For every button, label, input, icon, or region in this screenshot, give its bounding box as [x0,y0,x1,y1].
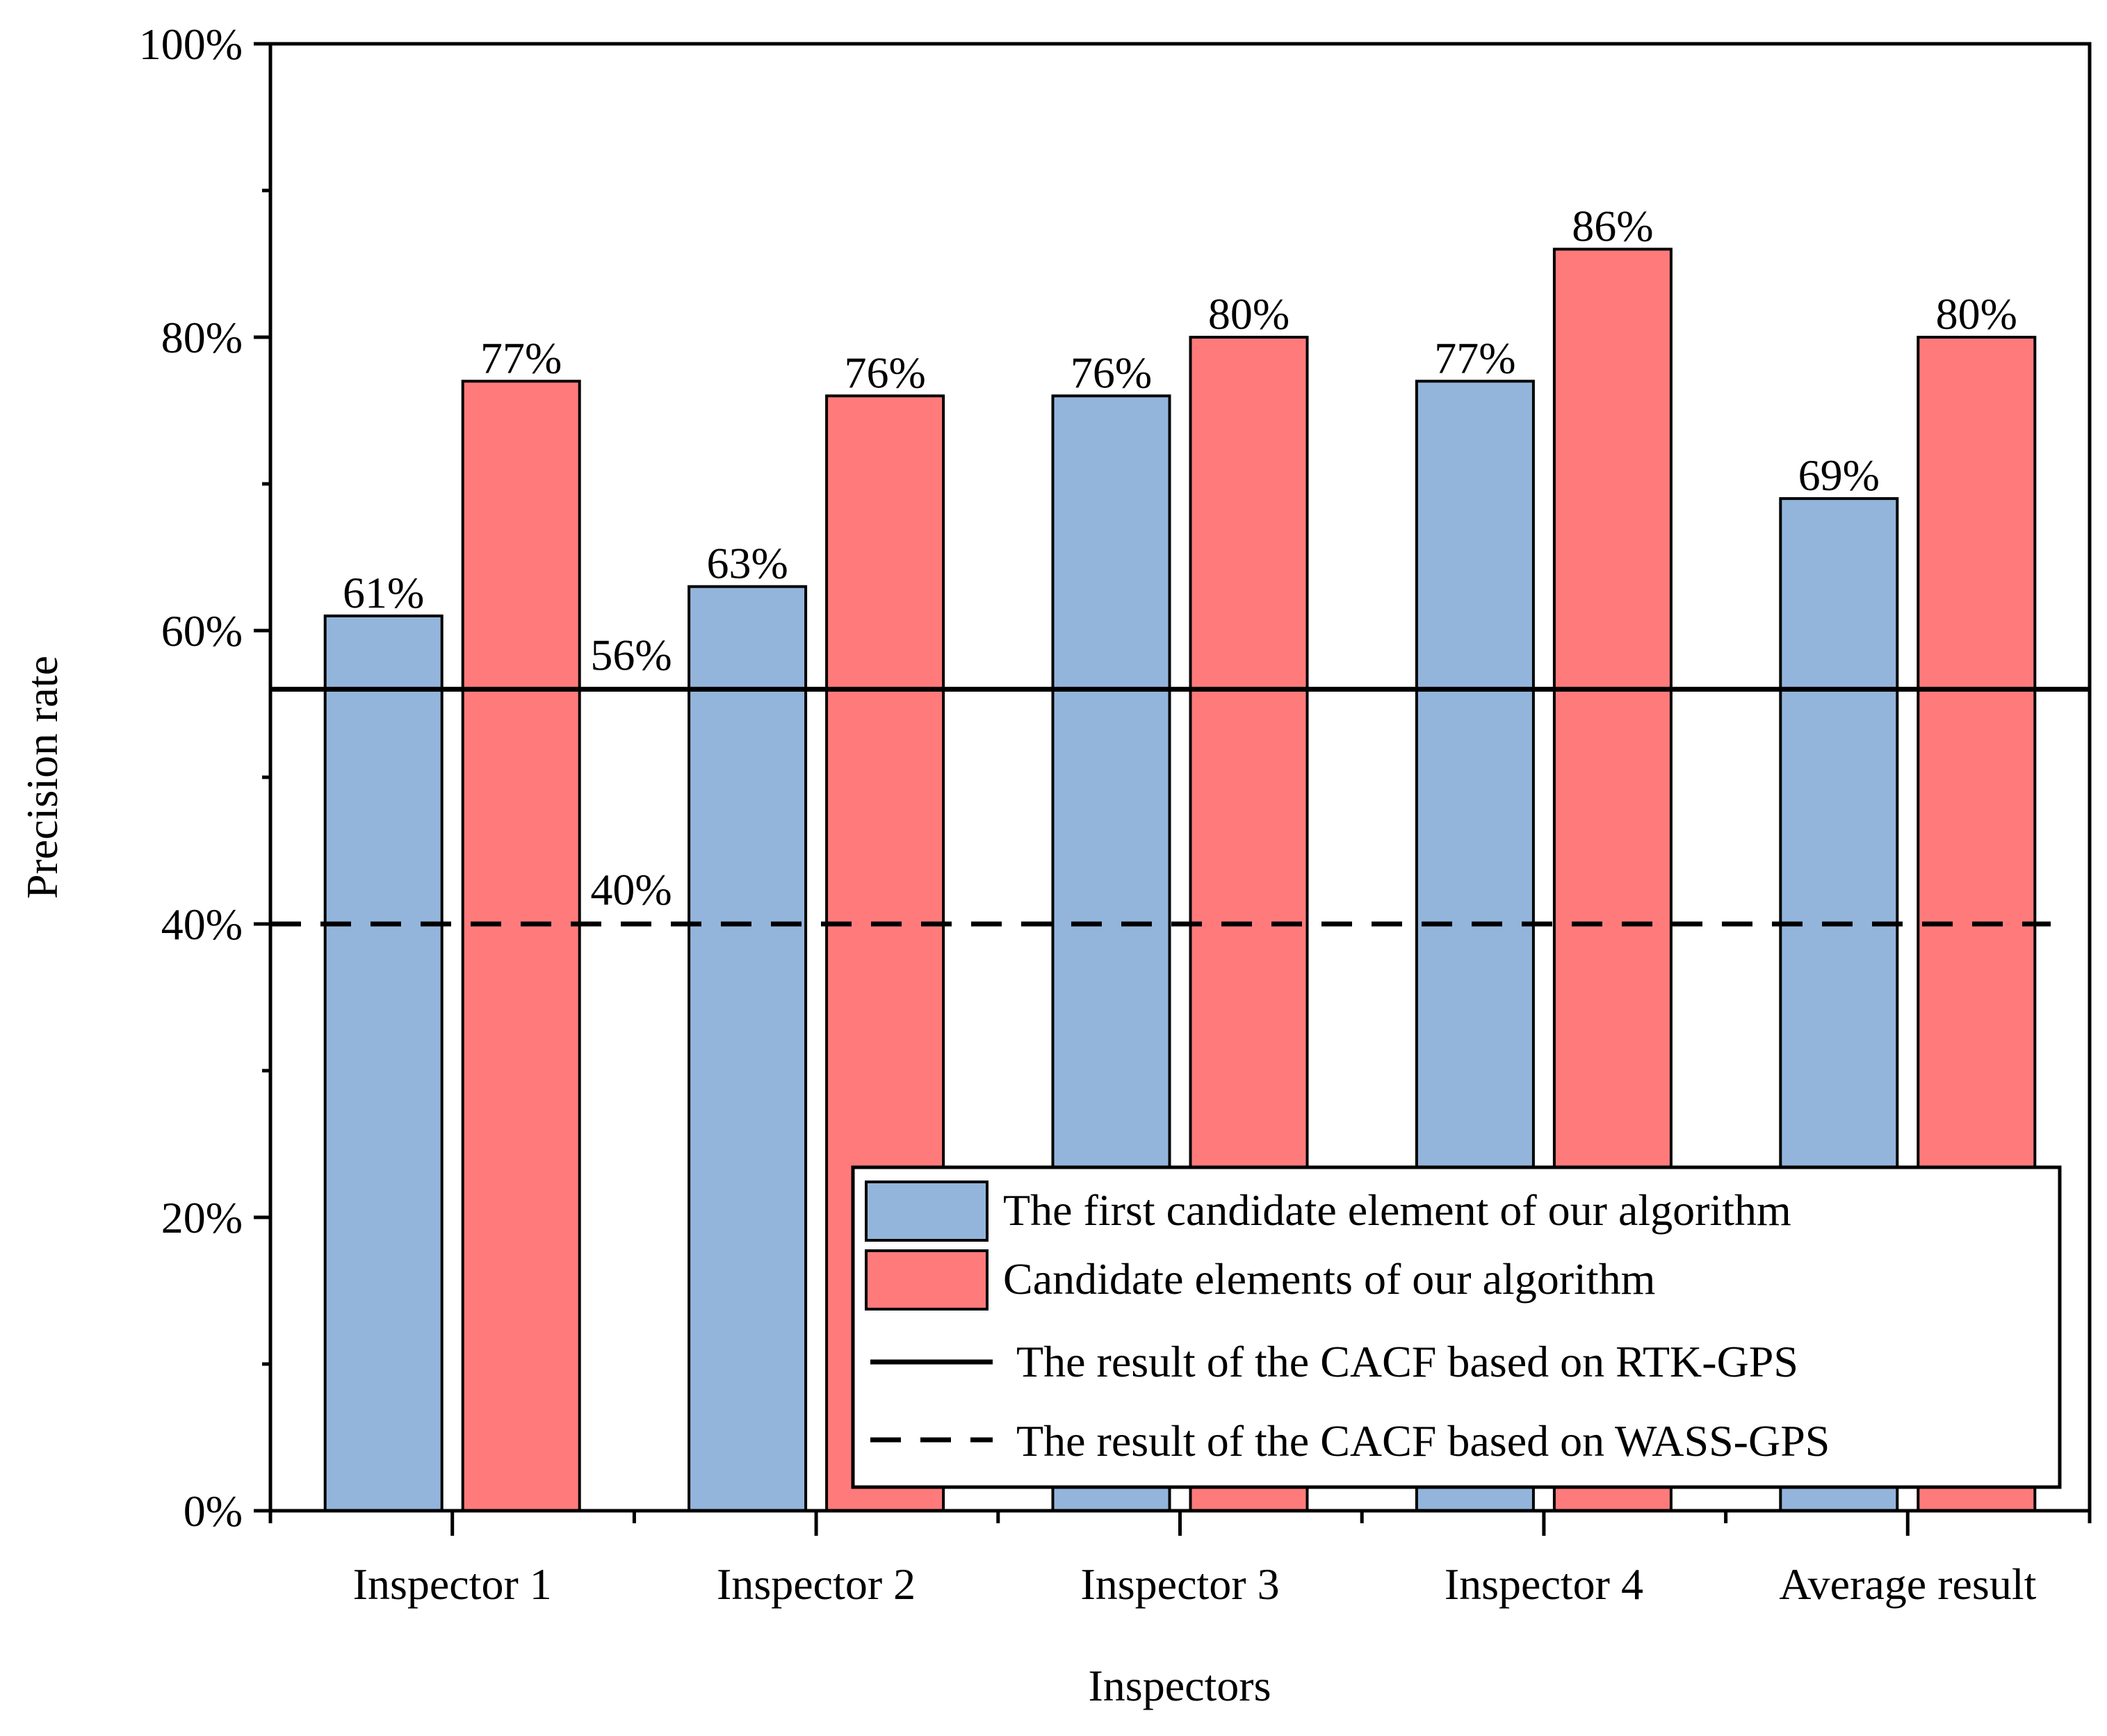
y-axis-title: Precision rate [17,656,67,899]
bar-label-s2-4: 86% [1572,201,1653,250]
bar-label-s1-1: 61% [343,568,424,617]
reference-lines-layer [270,686,2090,927]
x-tick-label-4: Inspector 4 [1445,1559,1643,1609]
legend-label-wass: The result of the CACF based on WASS-GPS [1016,1416,1830,1466]
legend-box [851,1165,2062,1489]
y-tick-label-40: 40% [161,900,243,949]
legend-swatch-series-2 [865,1249,989,1311]
bar-label-s1-4: 77% [1434,333,1515,382]
bar-label-s1-5: 69% [1798,451,1880,500]
x-tick-label-1: Inspector 1 [353,1559,552,1609]
y-tick-label-80: 80% [161,313,243,362]
reference-label-wass: 40% [590,865,672,914]
reference-label-rtk: 56% [590,630,672,679]
x-tick-label-5: Average result [1779,1559,2036,1609]
x-tick-label-2: Inspector 2 [717,1559,916,1609]
x-axis-title: Inspectors [1088,1661,1271,1710]
x-tick-label-3: Inspector 3 [1080,1559,1279,1609]
bar-label-s2-1: 77% [480,333,562,382]
y-tick-label-0: 0% [184,1486,243,1536]
bar-label-s1-3: 76% [1071,348,1152,397]
axes-layer: 0% 20% 40% 60% 80% 100% Inspector 1 Inspector 2… [139,19,2092,1609]
y-tick-label-100: 100% [139,19,243,69]
data-labels-layer: 61% 77% 63% 76% 76% 80% 77% 86% 69% 80% 56% 40% [343,201,2017,914]
legend-label-series-2: Candidate elements of our algorithm [1003,1254,1655,1304]
bar-label-s2-3: 80% [1208,289,1290,339]
legend-label-rtk: The result of the CACF based on RTK-GPS [1016,1337,1798,1386]
bar-s2-1 [461,380,581,1512]
bar-s1-1 [323,614,444,1512]
bar-s1-2 [688,585,808,1513]
y-tick-label-20: 20% [161,1193,243,1242]
legend: The first candidate element of our algor… [851,1165,2062,1489]
bar-label-s2-2: 76% [844,348,925,397]
y-tick-label-60: 60% [161,606,243,656]
bar-label-s1-2: 63% [706,539,788,588]
bar-label-s2-5: 80% [1936,289,2017,339]
legend-swatch-series-1 [865,1181,989,1242]
legend-label-series-1: The first candidate element of our algor… [1003,1185,1791,1235]
